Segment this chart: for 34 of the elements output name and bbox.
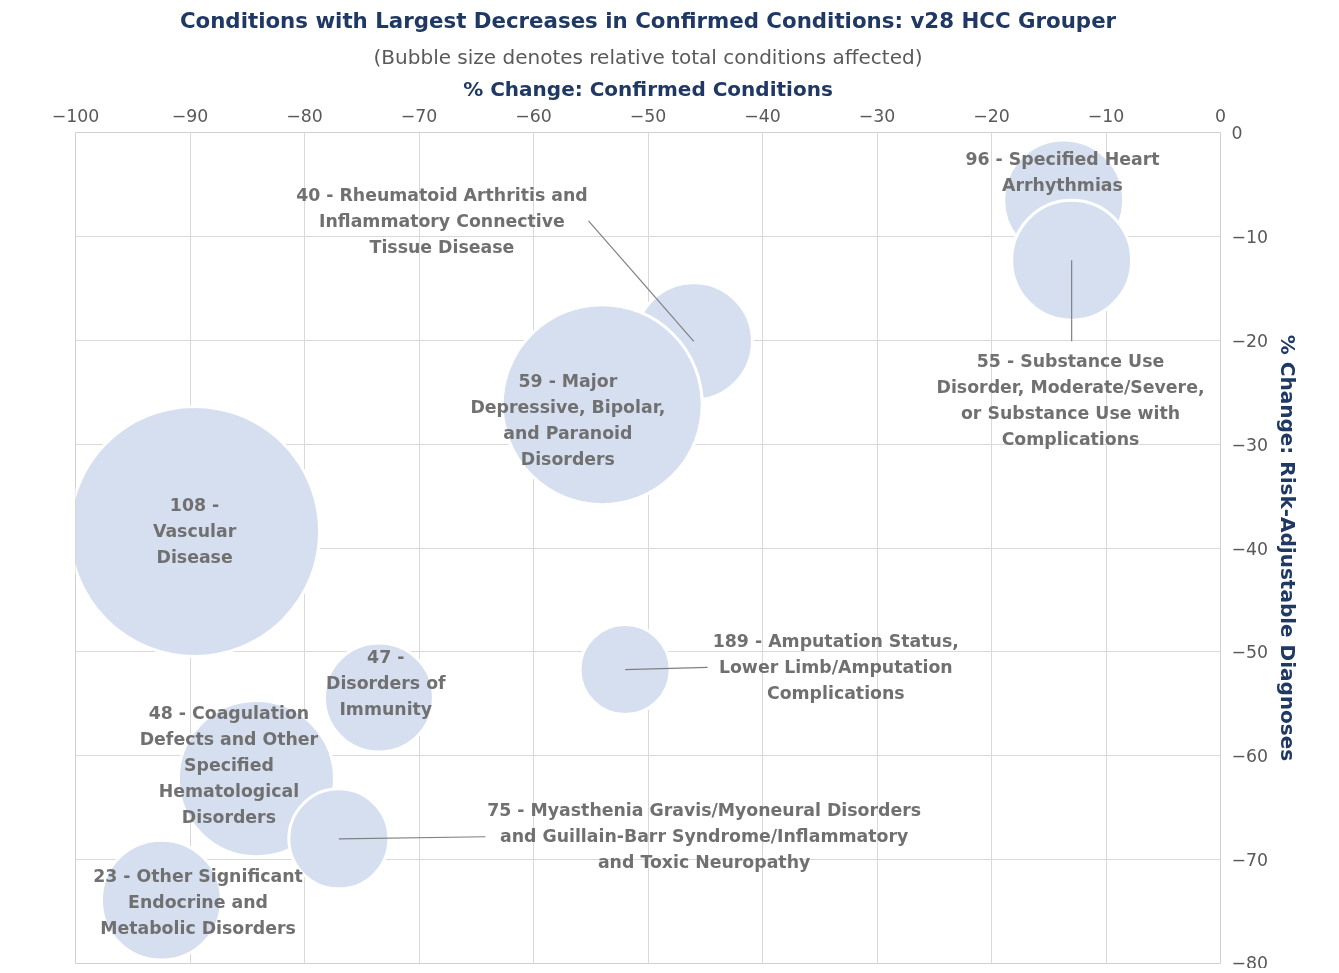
x-tick-label: −40 bbox=[744, 105, 781, 126]
annotation: 108 - Vascular Disease bbox=[152, 495, 237, 568]
chart-title: Conditions with Largest Decreases in Confirmed Conditions: v28 HCC Grouper bbox=[179, 7, 1117, 33]
y-tick-label: −60 bbox=[1231, 746, 1269, 767]
annotation: 55 - Substance Use Disorder, Moderate/Severe, or Substance Use with Complications bbox=[936, 351, 1205, 450]
x-tick-label: 0 bbox=[1214, 105, 1227, 126]
y-tick-label: −50 bbox=[1231, 642, 1269, 663]
y-axis-title: % Change: Risk-Adjustable Diagnoses bbox=[1276, 334, 1301, 762]
y-tick-label: −20 bbox=[1231, 330, 1269, 351]
y-tick-label: −80 bbox=[1231, 952, 1269, 973]
x-axis-title: % Change: Confirmed Conditions bbox=[463, 76, 833, 101]
x-tick-label: −60 bbox=[515, 105, 552, 126]
x-tick-label: −90 bbox=[171, 105, 209, 126]
y-tick-label: −30 bbox=[1231, 434, 1269, 455]
y-tick-label: −40 bbox=[1231, 538, 1269, 559]
x-tick-label: −20 bbox=[973, 105, 1010, 126]
annotation: 189 - Amputation Status, Lower Limb/Amputation Complications bbox=[712, 631, 959, 704]
y-tick-label: −10 bbox=[1231, 226, 1269, 247]
x-tick-label: −100 bbox=[51, 105, 100, 126]
annotation: 40 - Rheumatoid Arthritis and Inflammatory Connective Tissue Disease bbox=[296, 184, 588, 257]
y-tick-label: 0 bbox=[1231, 123, 1243, 143]
x-tick-label: −80 bbox=[286, 105, 323, 126]
annotation: 47 - Disorders of Immunity bbox=[326, 647, 447, 720]
annotation: 23 - Other Significant Endocrine and Metabolic Disorders bbox=[93, 866, 303, 939]
annotation: 48 - Coagulation Defects and Other Specified Hematological Disorders bbox=[139, 703, 319, 828]
x-tick-label: −10 bbox=[1087, 105, 1125, 126]
annotation: 75 - Myasthenia Gravis/Myoneural Disorders and Guillain-Barr Syndrome/Inflammatory and Toxic Neuropathy bbox=[487, 799, 922, 872]
x-tick-label: −50 bbox=[629, 105, 667, 126]
annotation: 96 - Specified Heart Arrhythmias bbox=[965, 148, 1160, 195]
chart-subtitle: (Bubble size denotes relative total conditions affected) bbox=[373, 44, 923, 69]
y-tick-label: −70 bbox=[1231, 850, 1269, 871]
x-tick-label: −70 bbox=[400, 105, 438, 126]
annotation: 59 - Major Depressive, Bipolar, and Paranoid Disorders bbox=[470, 371, 666, 470]
x-tick-label: −30 bbox=[858, 105, 896, 126]
